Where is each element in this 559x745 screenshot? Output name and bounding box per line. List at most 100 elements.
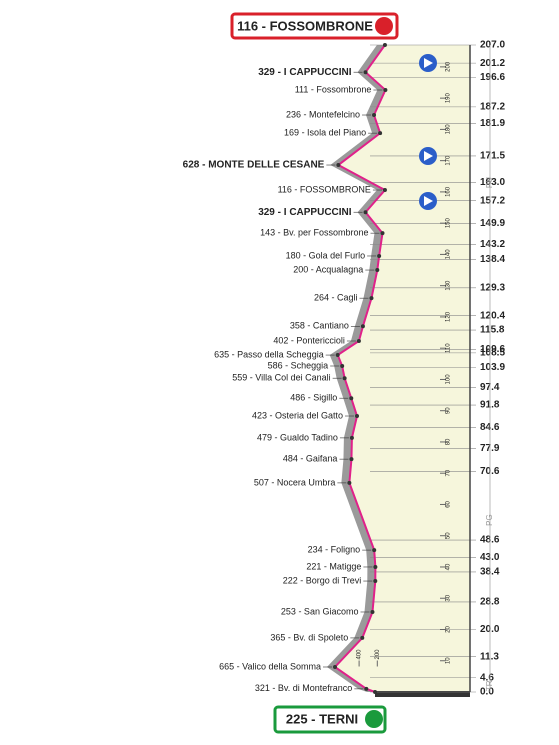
km-label: 108.5 [480,348,505,359]
km-label: 115.8 [480,325,505,336]
place-point [383,88,388,93]
km-tick-label: 30 [446,594,452,601]
km-tick-label: 90 [446,407,452,414]
km-label: 0.0 [480,687,494,698]
km-tick-label: 180 [446,124,452,135]
place-label: 358 - Cantiano [290,321,349,331]
region-label: PG [485,514,494,526]
km-label: 129.3 [480,283,505,294]
km-label: 207.0 [480,40,505,51]
km-tick-label: 200 [446,61,452,72]
place-label: 635 - Passo della Scheggia [214,349,324,359]
place-label: 200 - Acqualagna [293,264,363,274]
km-tick-label: 10 [446,657,452,664]
place-point [382,188,387,193]
km-tick-label: 100 [446,374,452,385]
place-label: 329 - I CAPPUCCINI [258,207,352,218]
km-tick-label: 130 [446,280,452,291]
place-point [349,396,354,401]
place-point [363,70,368,75]
marker-arrow [424,58,433,68]
km-label: 109.6 [480,344,505,355]
place-point [342,376,347,381]
place-point [336,163,341,168]
place-label: 264 - Cagli [314,293,358,303]
start-label: 225 - TERNI [286,711,358,726]
place-point [340,363,345,368]
place-label: 329 - I CAPPUCCINI [258,67,352,78]
place-label: 234 - Foligno [308,544,361,554]
place-point [372,548,377,553]
place-point [373,579,378,584]
place-point [349,457,354,462]
km-label: 149.9 [480,218,505,229]
place-label: 222 - Borgo di Trevi [283,575,362,585]
km-label: 120.4 [480,310,505,321]
km-label: 4.6 [480,672,494,683]
place-point [373,690,378,694]
place-point [372,113,377,118]
place-label: 484 - Gaifana [283,454,338,464]
region-label: PU [485,177,494,188]
start-icon [365,710,383,728]
km-label: 201.2 [480,58,505,69]
marker-arrow [424,151,433,161]
marker-arrow [424,196,433,206]
km-tick-label: 40 [446,563,452,570]
elevation-tick-label: 200 [375,649,381,660]
finish-icon [375,17,393,35]
km-label: 143.2 [480,239,505,250]
place-label: 586 - Scheggia [268,360,329,370]
elevation-tick-label: 400 [357,649,363,660]
place-label: 479 - Gualdo Tadino [257,432,338,442]
profile-line [333,44,387,693]
place-label: 221 - Matigge [306,561,361,571]
place-label: 236 - Montefelcino [286,109,360,119]
place-label: 423 - Osteria del Gatto [252,410,343,420]
place-point [335,353,340,358]
place-point [349,435,354,440]
place-point [370,609,375,614]
place-label: 665 - Valico della Somma [219,661,321,671]
place-label: 180 - Gola del Furlo [286,250,366,260]
place-point [369,296,374,301]
km-label: 138.4 [480,254,505,265]
place-label: 143 - Bv. per Fossombrone [260,228,368,238]
profile-base [375,691,470,697]
place-point [360,324,365,329]
place-point [363,210,368,215]
sprint-markers [419,54,437,210]
place-point [332,664,337,669]
km-label: 163.0 [480,177,505,188]
place-point [364,686,369,691]
region-label: TR [485,680,494,691]
place-point [378,131,383,136]
place-label: 321 - Bv. di Montefranco [255,683,352,693]
km-tick-label: 70 [446,469,452,476]
finish-box [230,12,399,40]
km-tick-label: 190 [446,92,452,103]
km-label: 171.5 [480,151,505,162]
place-label: 628 - MONTE DELLE CESANE [183,160,325,171]
profile-area [334,45,470,692]
place-point [382,43,387,47]
place-point [360,635,365,640]
place-label: 402 - Pontericcioli [273,335,345,345]
km-tick-label: 170 [446,155,452,166]
place-label: 559 - Villa Col dei Canali [232,373,330,383]
place-point [375,268,380,273]
place-point [377,253,382,258]
place-point [380,231,385,236]
km-tick-label: 140 [446,249,452,260]
place-point [356,338,361,343]
place-point [373,564,378,569]
km-label: 103.9 [480,362,505,373]
km-tick-label: 120 [446,311,452,322]
km-tick-label: 60 [446,500,452,507]
finish-label: 116 - FOSSOMBRONE [237,18,373,33]
place-label: 365 - Bv. di Spoleto [270,632,348,642]
km-label: 157.2 [480,195,505,206]
place-point [347,480,352,485]
place-label: 486 - Sigillo [290,393,337,403]
